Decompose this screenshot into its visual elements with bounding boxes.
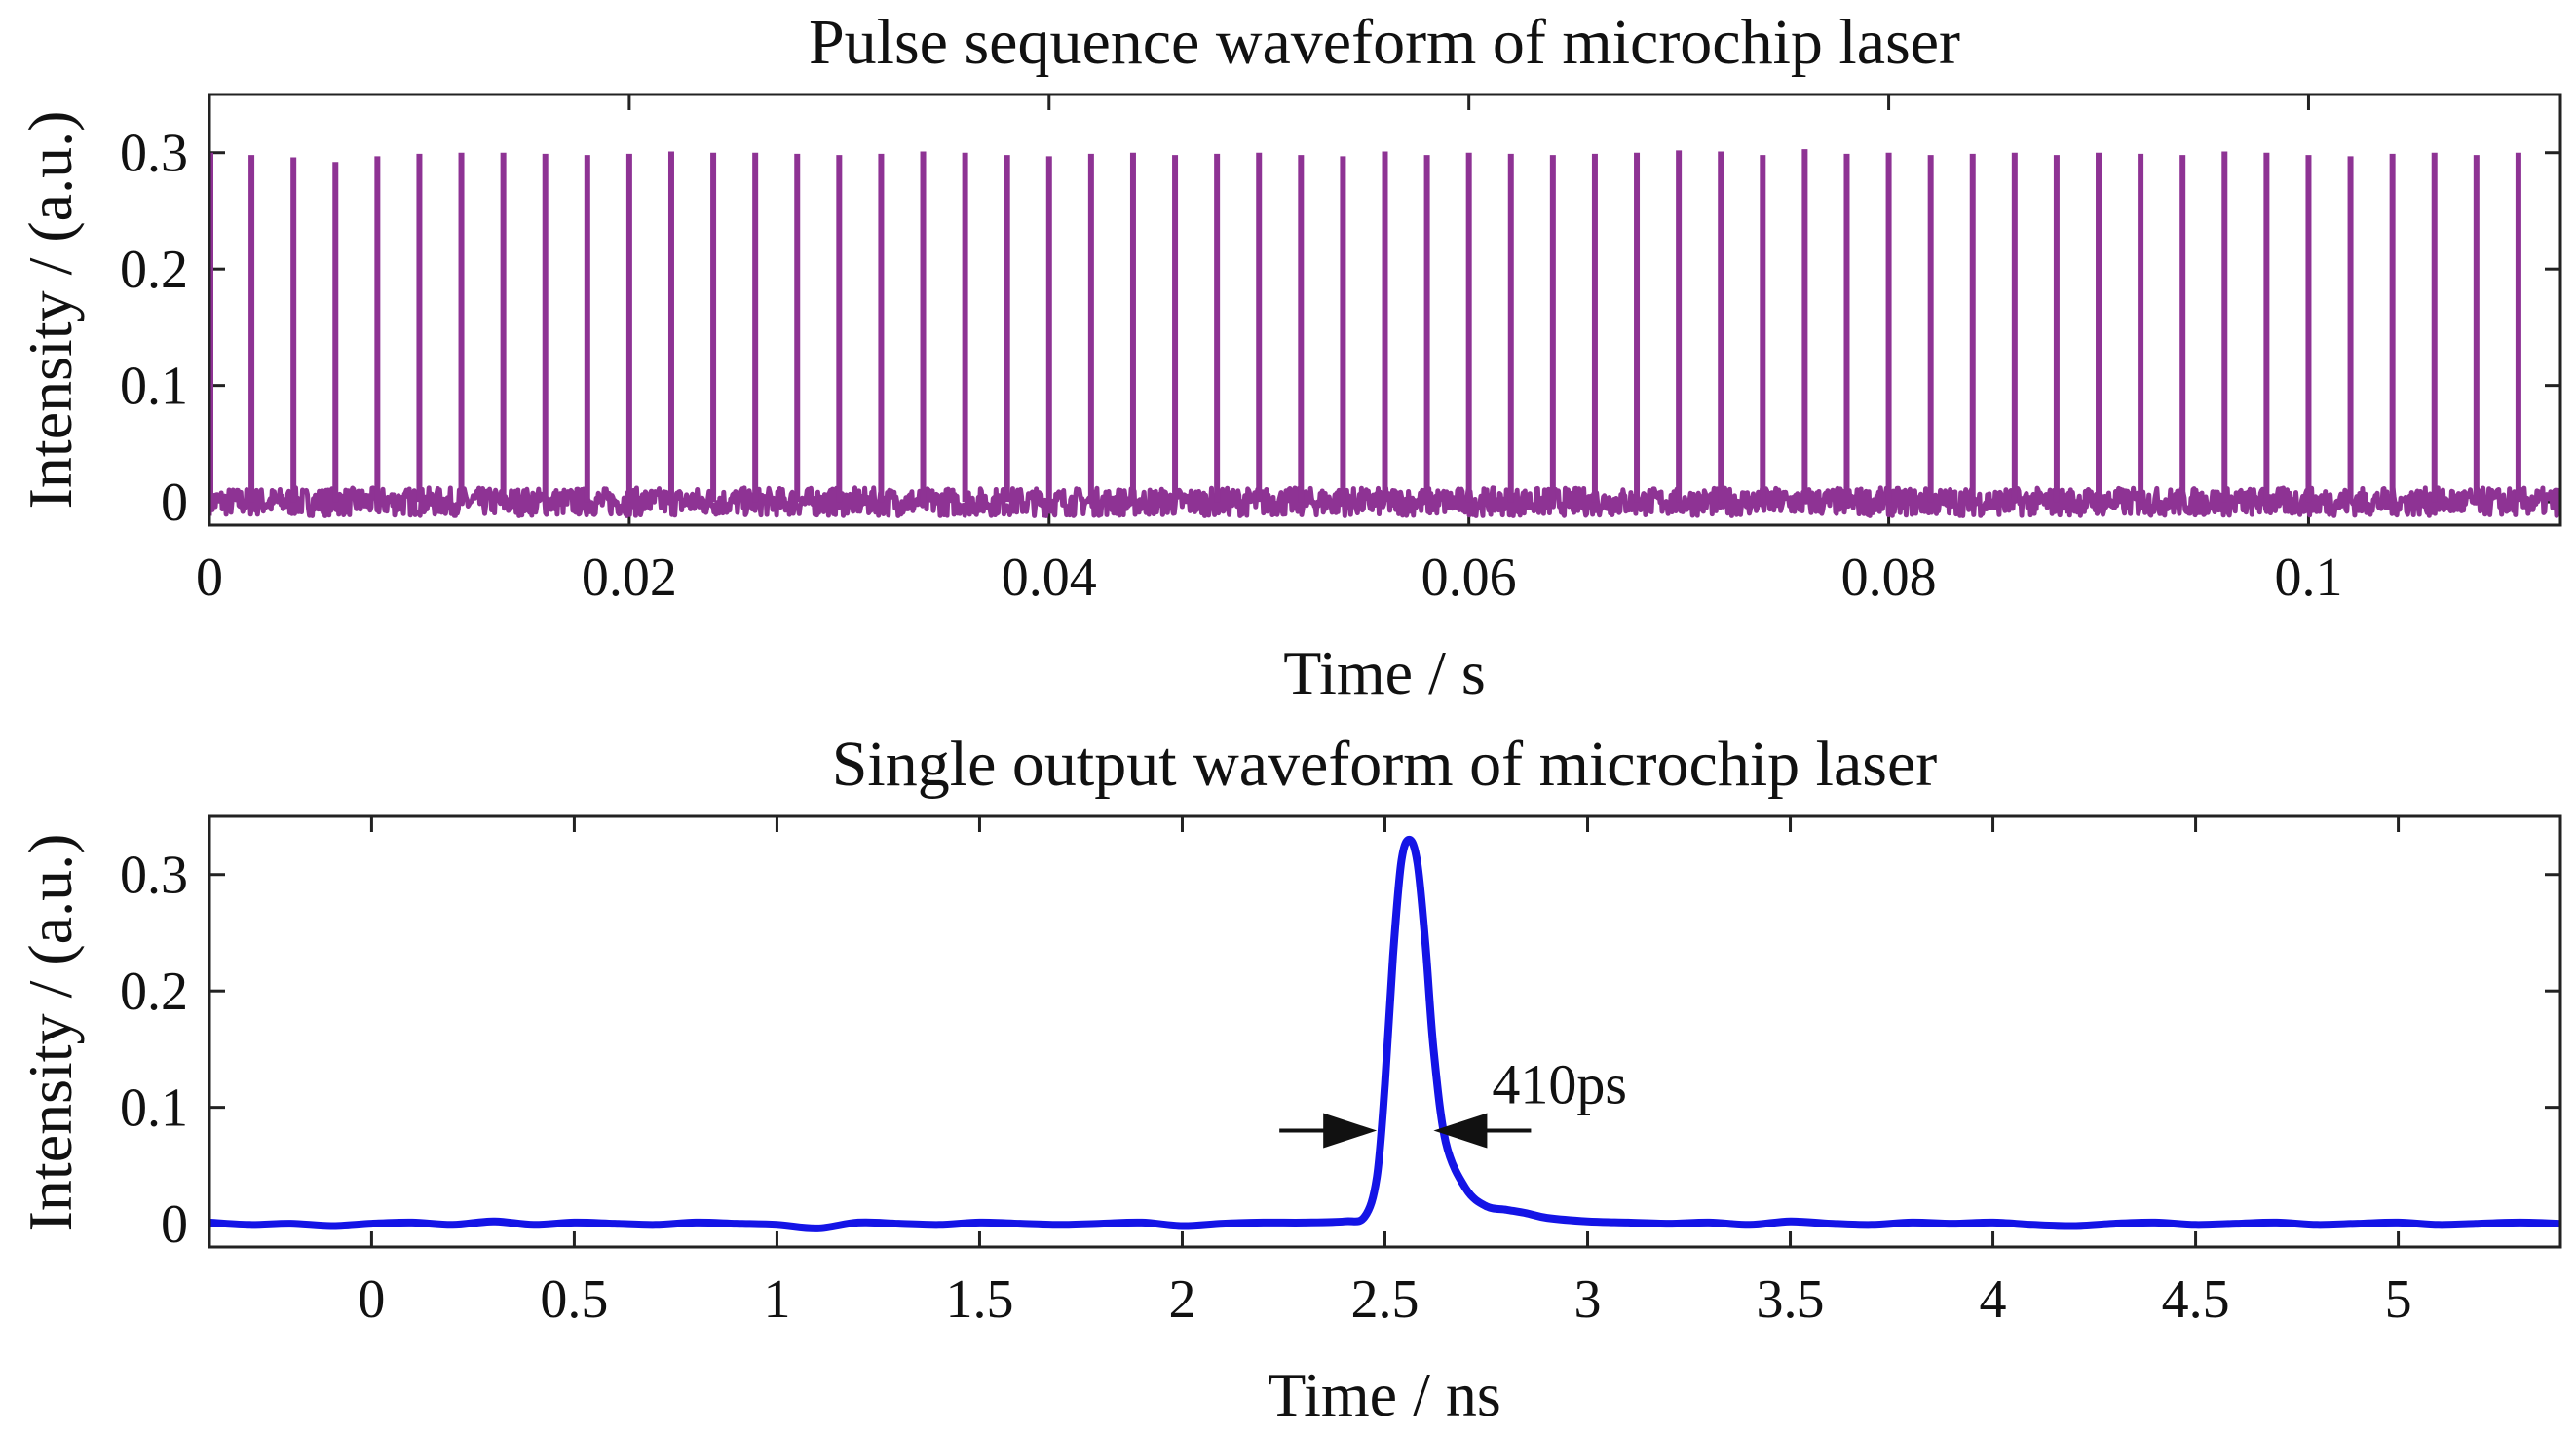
top-chart-xtick-label: 0.02 [582,548,677,608]
fwhm-annotation: 410ps [1279,1053,1627,1149]
bottom-chart-xtick-label: 1 [763,1269,790,1330]
bottom-chart-xtick-label: 3 [1574,1269,1602,1330]
fwhm-right-arrowhead [1433,1113,1488,1149]
bottom-chart-xlabel: Time / ns [1268,1360,1501,1429]
top-chart-xlabel: Time / s [1283,638,1486,707]
top-chart-ticks: 0 0.02 0.04 0.06 0.08 0.1 0 0.1 0.2 0.3 [120,94,2560,608]
bottom-chart-ytick-label: 0.2 [120,962,188,1022]
bottom-chart-xtick-label: 4.5 [2162,1269,2230,1330]
bottom-chart-xtick-label: 0.5 [540,1269,608,1330]
bottom-chart-xtick-label: 0 [358,1269,385,1330]
bottom-chart-title: Single output waveform of microchip lase… [832,729,1938,800]
top-chart-xtick-label: 0.08 [1841,548,1937,608]
top-chart-ytick-label: 0.1 [120,357,188,417]
bottom-chart-xtick-label: 1.5 [945,1269,1013,1330]
bottom-chart-ylabel: Intensity / (a.u.) [16,834,85,1232]
fwhm-left-arrowhead [1323,1113,1378,1149]
top-chart-ylabel: Intensity / (a.u.) [16,111,85,510]
top-chart-xtick-label: 0.06 [1421,548,1517,608]
top-chart-pulses [209,149,2521,503]
bottom-chart-xtick-label: 5 [2385,1269,2412,1330]
top-chart-title: Pulse sequence waveform of microchip las… [809,7,1960,78]
bottom-chart-ytick-label: 0 [161,1194,188,1255]
bottom-chart-frame [208,814,2562,1249]
top-chart-xtick-label: 0 [196,548,223,608]
top-chart-ytick-label: 0.2 [120,240,188,300]
top-chart-frame [208,93,2562,527]
top-chart-ytick-label: 0 [161,472,188,533]
bottom-chart-xtick-label: 2 [1168,1269,1195,1330]
top-chart-xtick-label: 0.04 [1002,548,1097,608]
bottom-chart-ytick-label: 0.3 [120,846,188,906]
top-chart: Pulse sequence waveform of microchip las… [16,7,2562,707]
bottom-chart-xtick-label: 3.5 [1757,1269,1825,1330]
bottom-chart: Single output waveform of microchip lase… [16,729,2562,1429]
fwhm-label: 410ps [1492,1053,1627,1116]
bottom-chart-xtick-label: 4 [1980,1269,2007,1330]
bottom-chart-pulse-line [209,835,2560,1232]
bottom-chart-xtick-label: 2.5 [1351,1269,1420,1330]
bottom-chart-ticks: 0 0.5 1 1.5 2 2.5 3 3.5 4 4.5 5 0 0.1 0.2 0.3 [120,816,2560,1330]
bottom-chart-ytick-label: 0.1 [120,1078,188,1139]
top-chart-xtick-label: 0.1 [2274,548,2342,608]
top-chart-ytick-label: 0.3 [120,124,188,184]
